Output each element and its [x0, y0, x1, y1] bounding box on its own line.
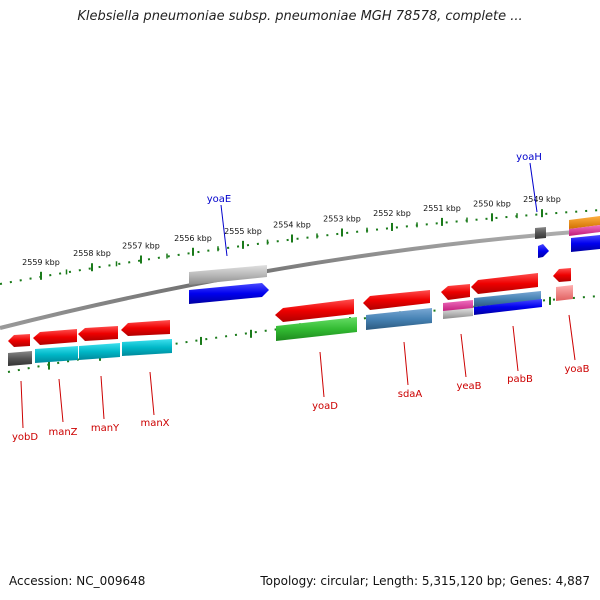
gene-yobD-dark[interactable] — [8, 351, 32, 366]
ruler-tick-label: 2552 kbp — [373, 209, 411, 218]
gene-yeaB[interactable] — [441, 284, 470, 300]
gene-label-yeaB[interactable]: yeaB — [456, 381, 481, 392]
gene-pabB-blue[interactable] — [474, 299, 542, 315]
gene-yoaE-gray[interactable] — [189, 265, 267, 285]
ruler-tick-label: 2556 kbp — [174, 234, 212, 243]
gene-yeaB-gray[interactable] — [443, 308, 473, 319]
gene-manX[interactable] — [121, 320, 170, 336]
gene-yoaB[interactable] — [553, 268, 571, 282]
ruler-tick-label: 2550 kbp — [473, 199, 511, 208]
gene-label-yoaE[interactable]: yoaE — [207, 194, 231, 205]
gene-yoaD[interactable] — [275, 299, 354, 322]
gene-label-manZ[interactable]: manZ — [48, 427, 77, 438]
gene-pabB-steel[interactable] — [474, 291, 541, 307]
gene-yoaB-pink[interactable] — [556, 285, 573, 301]
gene-sdaA-steel[interactable] — [366, 308, 432, 330]
gene-pabB[interactable] — [471, 273, 538, 294]
gene-manZ-cyan[interactable] — [35, 346, 78, 363]
map-title: Klebsiella pneumoniae subsp. pneumoniae … — [77, 9, 523, 24]
gene-labels: yoaE yoaH yobD manZ manY manX yoaD sdaA … — [12, 152, 590, 443]
ruler-tick-label: 2551 kbp — [423, 204, 461, 213]
ruler-tick-label: 2559 kbp — [22, 258, 60, 267]
gene-manZ[interactable] — [33, 329, 77, 345]
gene-yoaH-dark[interactable] — [535, 227, 546, 239]
gene-label-pabB[interactable]: pabB — [507, 374, 533, 385]
gene-yoaH[interactable] — [538, 244, 549, 258]
forward-strand-genes — [189, 216, 600, 304]
gene-label-yoaD[interactable]: yoaD — [312, 401, 338, 412]
topology-summary-text: Topology: circular; Length: 5,315,120 bp… — [260, 574, 590, 588]
gene-sdaA[interactable] — [363, 290, 430, 310]
ruler-tick-label: 2553 kbp — [323, 214, 361, 223]
gene-label-yoaB[interactable]: yoaB — [564, 364, 589, 375]
ruler-tick-label: 2555 kbp — [224, 227, 262, 236]
gene-orange-edge[interactable] — [569, 216, 600, 229]
ruler-track-upper — [0, 209, 600, 285]
gene-blue-edge[interactable] — [571, 235, 600, 252]
reverse-strand-genes — [8, 268, 573, 366]
accession-text: Accession: NC_009648 — [9, 574, 146, 588]
gene-manX-cyan[interactable] — [122, 339, 172, 356]
gene-label-manX[interactable]: manX — [140, 418, 169, 429]
ruler-labels: 2559 kbp 2558 kbp 2557 kbp 2556 kbp 2555 kbp… — [22, 195, 561, 267]
genome-backbone — [0, 228, 600, 330]
gene-label-yobD[interactable]: yobD — [12, 432, 38, 443]
ruler-ticks-upper — [40, 209, 543, 280]
label-leaders — [20, 162, 576, 429]
gene-yoaE[interactable] — [189, 283, 269, 304]
gene-yobD[interactable] — [8, 334, 30, 347]
gene-label-manY[interactable]: manY — [91, 423, 120, 434]
gene-label-yoaH[interactable]: yoaH — [516, 152, 542, 163]
ruler-tick-label: 2549 kbp — [523, 195, 561, 204]
ruler-tick-label: 2554 kbp — [273, 220, 311, 229]
ruler-tick-label: 2558 kbp — [73, 249, 111, 258]
gene-magenta-edge[interactable] — [569, 225, 600, 236]
gene-manY-cyan[interactable] — [79, 343, 120, 360]
ruler-tick-label: 2557 kbp — [122, 241, 160, 250]
gene-manY[interactable] — [78, 326, 118, 341]
gene-label-sdaA[interactable]: sdaA — [398, 389, 423, 400]
gene-yoaD-green[interactable] — [276, 317, 357, 341]
